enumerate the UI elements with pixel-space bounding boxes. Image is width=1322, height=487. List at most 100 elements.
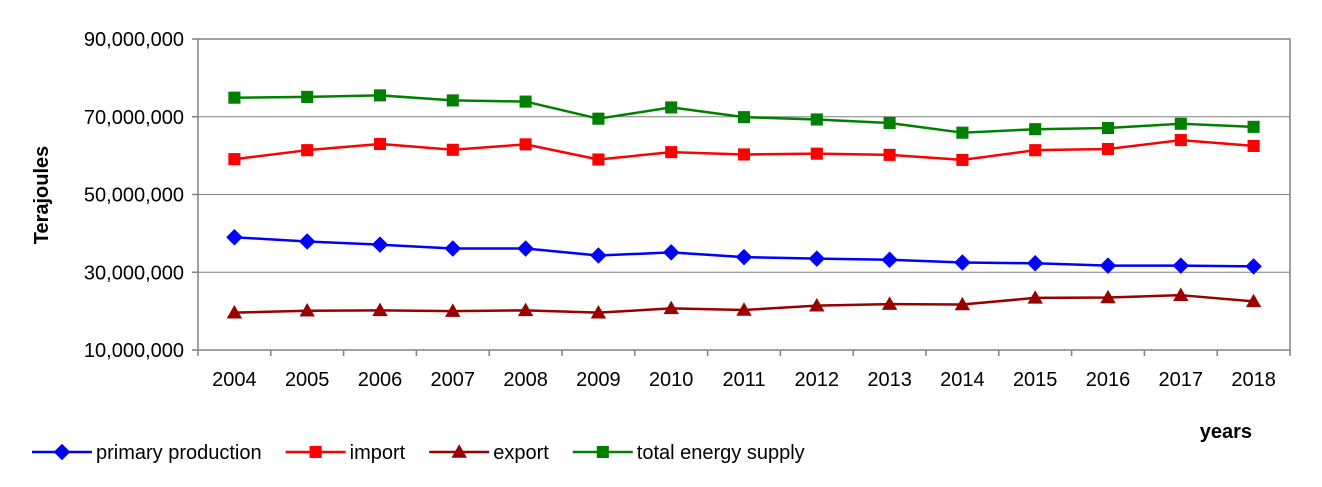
- data-point: [517, 240, 534, 257]
- data-point: [373, 137, 387, 151]
- data-point: [665, 101, 678, 114]
- x-tick-label: 2018: [1231, 369, 1276, 391]
- data-point: [1247, 139, 1260, 152]
- data-point: [737, 148, 751, 161]
- legend-item: total energy supply: [572, 442, 805, 464]
- data-point: [517, 302, 534, 317]
- x-tick-label: 2014: [940, 369, 985, 391]
- data-point: [808, 250, 826, 267]
- data-point: [372, 302, 388, 317]
- data-point: [665, 146, 678, 159]
- data-point: [592, 153, 605, 166]
- data-point: [1247, 120, 1260, 133]
- data-point: [881, 251, 898, 269]
- legend-item: export: [429, 442, 549, 464]
- data-point: [519, 138, 532, 151]
- x-tick-label: 2011: [722, 369, 765, 391]
- data-point: [737, 111, 751, 124]
- data-point: [226, 304, 243, 319]
- y-tick-label: 30,000,000: [84, 262, 184, 284]
- data-point: [954, 254, 971, 271]
- legend-item: primary production: [32, 442, 262, 464]
- data-point: [1245, 293, 1262, 308]
- x-axis-label: years: [1200, 421, 1252, 443]
- series-export: [226, 287, 1262, 319]
- x-tick-label: 2012: [795, 369, 840, 391]
- y-axis-label: Terajoules: [31, 146, 53, 245]
- data-point: [1027, 290, 1043, 304]
- data-point: [228, 153, 241, 166]
- data-point: [663, 300, 679, 315]
- y-tick-label: 10,000,000: [84, 340, 184, 362]
- legend-label: export: [493, 442, 549, 464]
- data-point: [228, 91, 241, 104]
- data-point: [1029, 144, 1042, 157]
- x-axis-ticks: 2004 2005 2006 2007 2008 2009 2010 2011 2012 2013…: [197, 350, 1291, 391]
- y-tick-label: 50,000,000: [84, 185, 184, 207]
- series-import: [228, 134, 1260, 166]
- data-point: [810, 113, 823, 126]
- y-tick-label: 90,000,000: [84, 29, 184, 51]
- data-point: [371, 236, 389, 253]
- legend-label: primary production: [96, 442, 262, 464]
- data-point: [1101, 121, 1115, 135]
- data-point: [590, 304, 607, 319]
- data-point: [736, 302, 752, 316]
- data-point: [883, 148, 896, 161]
- data-point: [226, 229, 243, 246]
- data-point: [1172, 257, 1190, 274]
- data-point: [590, 247, 607, 264]
- data-point: [373, 89, 387, 102]
- data-point: [809, 297, 825, 312]
- data-point: [1099, 257, 1117, 274]
- x-tick-label: 2010: [649, 369, 694, 391]
- legend-label: total energy supply: [637, 442, 805, 464]
- x-tick-label: 2016: [1086, 369, 1131, 391]
- series-total-energy-supply: [228, 89, 1260, 139]
- data-point: [956, 153, 969, 166]
- data-point: [1101, 142, 1115, 156]
- data-point: [1174, 117, 1187, 130]
- legend-item: import: [285, 442, 406, 464]
- legend-marker: [451, 444, 467, 458]
- x-tick-label: 2013: [867, 369, 912, 391]
- x-tick-label: 2005: [285, 369, 330, 391]
- x-tick-label: 2007: [431, 369, 476, 391]
- data-point: [1026, 255, 1044, 272]
- data-point: [445, 303, 461, 317]
- data-point: [954, 296, 971, 311]
- data-point: [592, 112, 605, 125]
- series-primary-production: [226, 229, 1262, 275]
- data-point: [446, 94, 459, 107]
- data-point: [735, 248, 753, 266]
- data-point: [298, 233, 316, 250]
- y-axis-ticks: 10,000,000 30,000,000 50,000,000 70,000,000…: [84, 29, 198, 362]
- data-point: [881, 296, 898, 310]
- data-point: [1173, 287, 1189, 301]
- legend-marker: [596, 445, 609, 459]
- x-tick-label: 2004: [212, 369, 257, 391]
- data-point: [1174, 134, 1187, 147]
- data-point: [299, 303, 315, 317]
- data-point: [301, 144, 314, 157]
- data-point: [301, 90, 314, 103]
- data-point: [956, 126, 969, 139]
- series-group: [226, 89, 1262, 319]
- y-tick-label: 70,000,000: [84, 107, 184, 129]
- data-point: [810, 147, 823, 160]
- data-point: [1029, 123, 1042, 136]
- x-tick-label: 2015: [1013, 369, 1058, 391]
- data-point: [444, 240, 462, 257]
- x-tick-label: 2009: [576, 369, 621, 391]
- legend-label: import: [350, 442, 406, 464]
- data-point: [662, 244, 680, 261]
- data-point: [519, 95, 532, 108]
- legend-marker: [309, 445, 322, 459]
- data-point: [1245, 258, 1262, 275]
- x-tick-label: 2017: [1159, 369, 1204, 391]
- x-tick-label: 2006: [358, 369, 403, 391]
- x-tick-label: 2008: [503, 369, 548, 391]
- data-point: [1100, 289, 1116, 304]
